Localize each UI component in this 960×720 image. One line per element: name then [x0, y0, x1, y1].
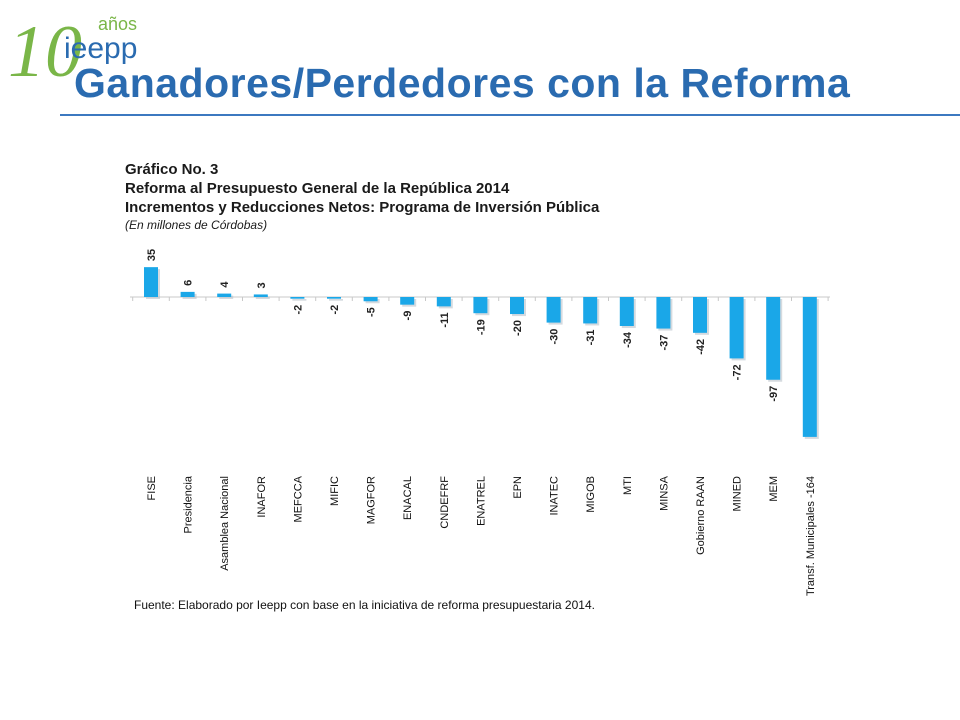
data-label: -2: [329, 305, 341, 315]
bar: [510, 297, 524, 315]
page-title: Ganadores/Perdedores con la Reforma: [74, 60, 851, 106]
category-label: ENACAL: [402, 476, 414, 520]
bar: [436, 297, 451, 307]
category-label: CNDEFRF: [439, 476, 451, 529]
ieepp-logo: 10 años ieepp: [8, 2, 158, 93]
chart-number: Gráfico No. 3: [125, 161, 219, 178]
chart-units: (En millones de Córdobas): [125, 218, 268, 232]
bar: [729, 297, 744, 359]
bar: [693, 297, 707, 333]
bar: [363, 297, 378, 302]
bar: [217, 293, 232, 297]
bar: [583, 297, 598, 324]
category-label: EPN: [512, 476, 524, 499]
bar-shadow: [219, 295, 234, 299]
category-label: Transf. Municipales -164: [805, 476, 817, 596]
category-label: MTI: [622, 476, 634, 495]
data-label: -30: [549, 329, 561, 345]
bar-shadow: [292, 299, 307, 301]
bar: [619, 297, 634, 327]
bar-shadow: [255, 296, 270, 299]
data-label: -34: [622, 331, 634, 348]
data-label: -42: [695, 339, 707, 355]
category-label: Gobierno RAAN: [695, 476, 707, 555]
bar: [327, 297, 341, 299]
title-divider: [60, 114, 960, 116]
data-label: 35: [146, 249, 158, 261]
chart-title: Incrementos y Reducciones Netos: Program…: [125, 199, 600, 216]
data-label: -37: [658, 335, 670, 351]
category-label: INAFOR: [256, 476, 268, 518]
bar: [473, 297, 488, 314]
bar: [144, 267, 158, 297]
bar: [656, 297, 671, 329]
data-label: 3: [256, 282, 268, 288]
category-label: ENATREL: [475, 476, 487, 526]
data-label: -72: [732, 364, 744, 380]
data-label: -20: [512, 320, 524, 336]
bar: [253, 294, 268, 297]
chart-subtitle: Reforma al Presupuesto General de la Rep…: [125, 180, 510, 197]
bar: [400, 297, 415, 305]
logo-brand: ieepp: [64, 32, 137, 65]
category-label: MINED: [732, 476, 744, 512]
bar: [546, 297, 561, 323]
bar: [766, 297, 781, 380]
category-label: MEM: [768, 476, 780, 502]
category-label: INATEC: [549, 476, 561, 516]
data-label: -2: [292, 305, 304, 315]
category-label: MIGOB: [585, 476, 597, 513]
data-label: -31: [585, 329, 597, 345]
category-label: Asamblea Nacional: [219, 476, 231, 571]
data-label: -19: [475, 319, 487, 335]
data-label: -11: [439, 312, 451, 327]
logo-ten: 10: [8, 11, 82, 82]
chart-heading: Gráfico No. 3 Reforma al Presupuesto Gen…: [125, 160, 599, 233]
bar: [290, 297, 305, 299]
bar-shadow: [329, 299, 343, 301]
data-label: 6: [183, 280, 195, 286]
category-label: Presidencia: [183, 475, 195, 533]
bar: [802, 297, 817, 437]
data-label: -97: [768, 386, 780, 402]
data-label: -5: [366, 307, 378, 317]
category-label: FISE: [146, 476, 158, 500]
source-note: Fuente: Elaborado por Ieepp con base en …: [134, 598, 595, 612]
category-label: MIFIC: [329, 476, 341, 506]
data-label: 4: [219, 281, 231, 288]
logo-anos: años: [98, 14, 137, 34]
category-label: MEFCCA: [292, 475, 304, 522]
bar: [180, 291, 195, 297]
category-label: MAGFOR: [366, 476, 378, 524]
category-label: MINSA: [658, 475, 670, 511]
data-label: -9: [402, 311, 414, 321]
